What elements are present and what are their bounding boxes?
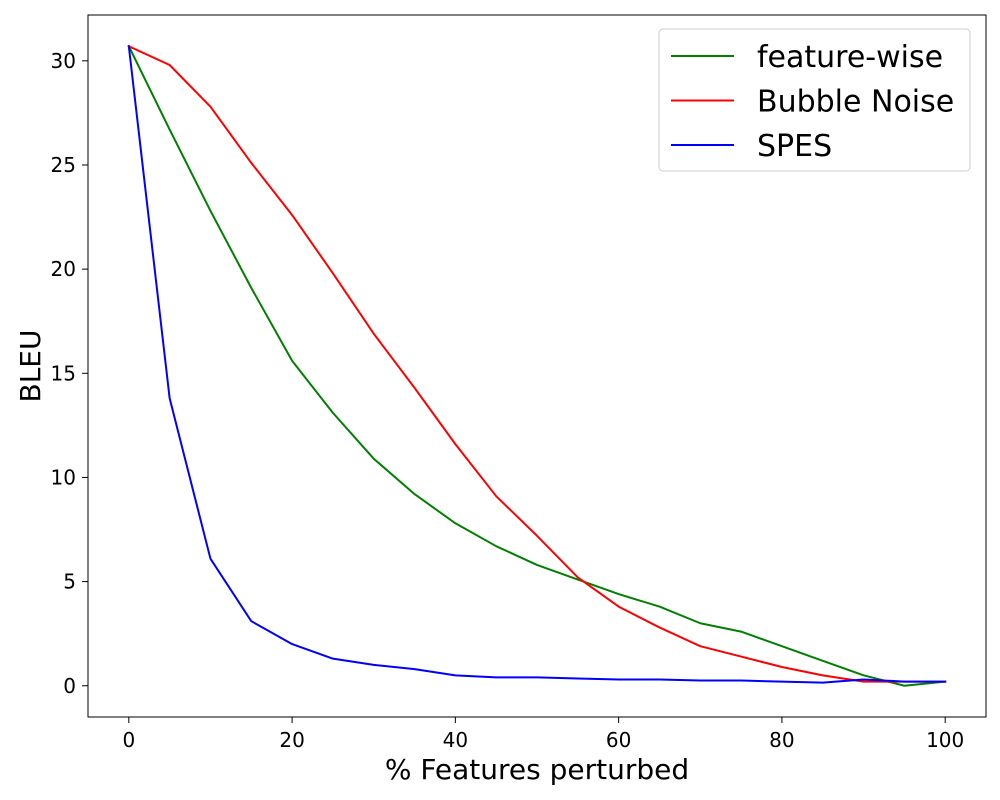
y-axis-ticks: 0 5 10 15 20 25 30	[51, 49, 88, 698]
y-tick-label: 0	[63, 674, 76, 698]
y-axis-label: BLEU	[14, 330, 47, 403]
legend-label: Bubble Noise	[757, 85, 954, 120]
series-lines	[127, 44, 947, 687]
x-axis-label: % Features perturbed	[385, 753, 689, 786]
y-tick-label: 25	[51, 153, 76, 177]
x-tick-label: 80	[769, 728, 794, 752]
y-tick-label: 30	[51, 49, 76, 73]
y-tick-label: 15	[51, 361, 76, 385]
x-tick-label: 40	[443, 728, 468, 752]
plot-frame	[87, 14, 987, 718]
x-tick-label: 20	[279, 728, 304, 752]
x-tick-label: 60	[606, 728, 631, 752]
x-axis-ticks: 0 20 40 60 80 100	[122, 717, 964, 752]
y-tick-label: 10	[51, 465, 76, 489]
series-line-1	[127, 44, 947, 683]
legend-box	[658, 28, 971, 172]
legend-label: SPES	[757, 129, 832, 164]
series-line-0	[127, 44, 947, 687]
x-tick-label: 0	[122, 728, 135, 752]
y-tick-label: 20	[51, 257, 76, 281]
legend: feature-wise Bubble Noise SPES	[658, 28, 971, 172]
x-tick-label: 100	[926, 728, 964, 752]
series-line-2	[127, 45, 947, 684]
y-tick-label: 5	[63, 570, 76, 594]
legend-label: feature-wise	[757, 40, 943, 75]
